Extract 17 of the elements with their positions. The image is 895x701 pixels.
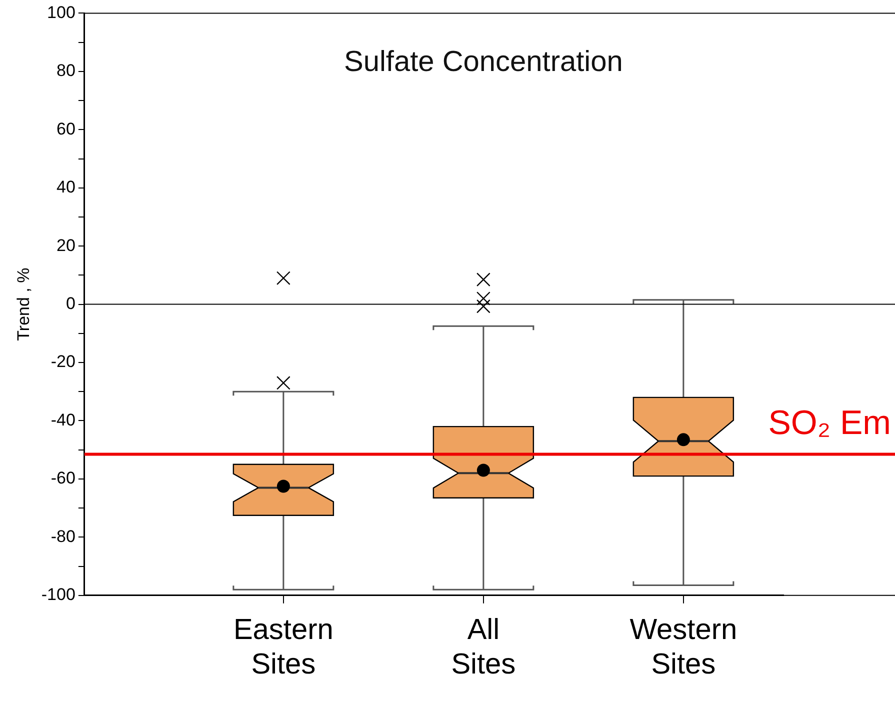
y-tick-label: 60 [56,119,76,138]
y-tick-label: 40 [56,178,76,197]
ref-line-label: SO₂ Em [768,404,891,442]
y-tick-label: 20 [56,236,76,255]
y-tick-label: -20 [50,352,76,372]
y-tick-label: -80 [50,526,76,546]
y-tick-label: -40 [50,410,76,430]
text: Sulfate Concentration [344,46,623,78]
y-axis-title: Trend , % [14,268,33,341]
y-tick-label: -100 [41,585,76,604]
y-tick-label: 80 [56,61,76,80]
x-tick-label: Eastern Sites [233,614,334,681]
y-tick-label: 100 [47,2,76,22]
y-tick-label: -60 [50,468,76,488]
x-tick-label: All Sites [451,614,516,681]
x-tick-label: Western Sites [630,614,738,681]
y-tick-label: 0 [66,294,76,313]
